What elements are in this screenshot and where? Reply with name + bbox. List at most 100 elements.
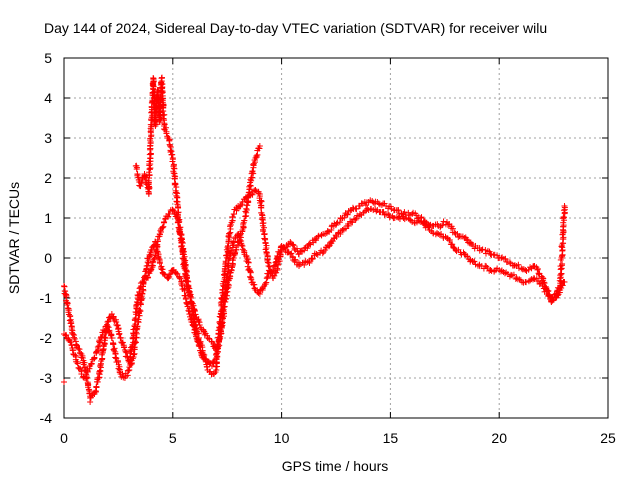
x-tick-label: 20 (491, 430, 507, 446)
data-point (296, 251, 303, 257)
interpolated-point (153, 246, 160, 253)
interpolated-point (215, 338, 222, 345)
interpolated-point (479, 246, 486, 253)
interpolated-point (284, 243, 291, 250)
interpolated-point (110, 313, 117, 320)
x-tick-label: 5 (169, 430, 177, 446)
interpolated-point (132, 315, 139, 322)
interpolated-point (203, 363, 210, 370)
interpolated-point (145, 169, 152, 176)
interpolated-point (342, 225, 349, 232)
interpolated-point (159, 90, 166, 97)
y-tick-label: -3 (40, 370, 53, 386)
interpolated-point (247, 269, 254, 276)
interpolated-point (175, 219, 182, 226)
interpolated-point (108, 335, 115, 342)
interpolated-point (105, 324, 112, 331)
y-tick-label: 2 (44, 170, 52, 186)
interpolated-point (401, 209, 408, 216)
interpolated-point (194, 338, 201, 345)
interpolated-point (289, 241, 296, 248)
interpolated-point (550, 294, 557, 301)
interpolated-point (68, 342, 75, 349)
data-point (100, 347, 107, 353)
interpolated-point (71, 335, 78, 342)
series-track-1 (61, 187, 568, 401)
interpolated-point (119, 371, 126, 378)
interpolated-point (156, 260, 163, 267)
interpolated-point (395, 207, 402, 214)
data-point (104, 323, 111, 329)
interpolated-point (309, 255, 316, 262)
interpolated-point (182, 277, 189, 284)
y-tick-label: -1 (40, 290, 53, 306)
interpolated-point (518, 265, 525, 272)
interpolated-point (237, 231, 244, 238)
interpolated-point (69, 331, 76, 338)
y-tick-label: 5 (44, 50, 52, 66)
interpolated-point (95, 345, 102, 352)
interpolated-point (446, 236, 453, 243)
data-point (61, 283, 67, 289)
interpolated-point (158, 266, 165, 273)
interpolated-point (169, 158, 176, 165)
interpolated-point (229, 214, 236, 221)
y-tick-label: 4 (44, 90, 52, 106)
interpolated-point (228, 248, 235, 255)
interpolated-point (301, 261, 308, 268)
interpolated-point (66, 317, 73, 324)
interpolated-point (91, 354, 98, 361)
interpolated-point (213, 347, 220, 354)
interpolated-point (324, 228, 331, 235)
interpolated-point (179, 247, 186, 254)
interpolated-point (436, 231, 443, 238)
data-point (208, 363, 215, 369)
interpolated-point (274, 253, 281, 260)
interpolated-point (224, 242, 231, 249)
interpolated-point (341, 214, 348, 221)
interpolated-point (318, 232, 325, 239)
interpolated-point (455, 234, 462, 241)
interpolated-point (80, 361, 87, 368)
interpolated-point (373, 208, 380, 215)
interpolated-point (132, 334, 139, 341)
interpolated-point (201, 355, 208, 362)
interpolated-point (161, 111, 168, 118)
interpolated-point (273, 269, 280, 276)
data-point (487, 251, 494, 257)
interpolated-point (263, 279, 270, 286)
x-tick-label: 15 (383, 430, 399, 446)
interpolated-point (225, 233, 232, 240)
interpolated-point (214, 341, 221, 348)
series-track-3 (132, 74, 263, 354)
interpolated-point (171, 208, 178, 215)
interpolated-point (290, 242, 297, 249)
interpolated-point (64, 301, 71, 308)
interpolated-point (515, 261, 522, 268)
interpolated-point (444, 221, 451, 228)
interpolated-point (502, 255, 509, 262)
interpolated-point (527, 277, 534, 284)
interpolated-point (151, 255, 158, 262)
interpolated-point (257, 204, 264, 211)
interpolated-point (98, 334, 105, 341)
interpolated-point (333, 233, 340, 240)
interpolated-point (63, 299, 70, 306)
interpolated-point (63, 331, 70, 338)
y-tick-label: -2 (40, 330, 53, 346)
interpolated-point (516, 276, 523, 283)
interpolated-point (510, 271, 517, 278)
data-point (165, 135, 172, 141)
interpolated-point (131, 338, 138, 345)
data-point (187, 295, 194, 301)
interpolated-point (105, 327, 112, 334)
interpolated-point (196, 322, 203, 329)
interpolated-point (274, 265, 281, 272)
interpolated-point (123, 349, 130, 356)
interpolated-point (226, 230, 233, 237)
interpolated-point (529, 276, 536, 283)
interpolated-point (182, 296, 189, 303)
interpolated-point (146, 172, 153, 179)
interpolated-point (258, 216, 265, 223)
